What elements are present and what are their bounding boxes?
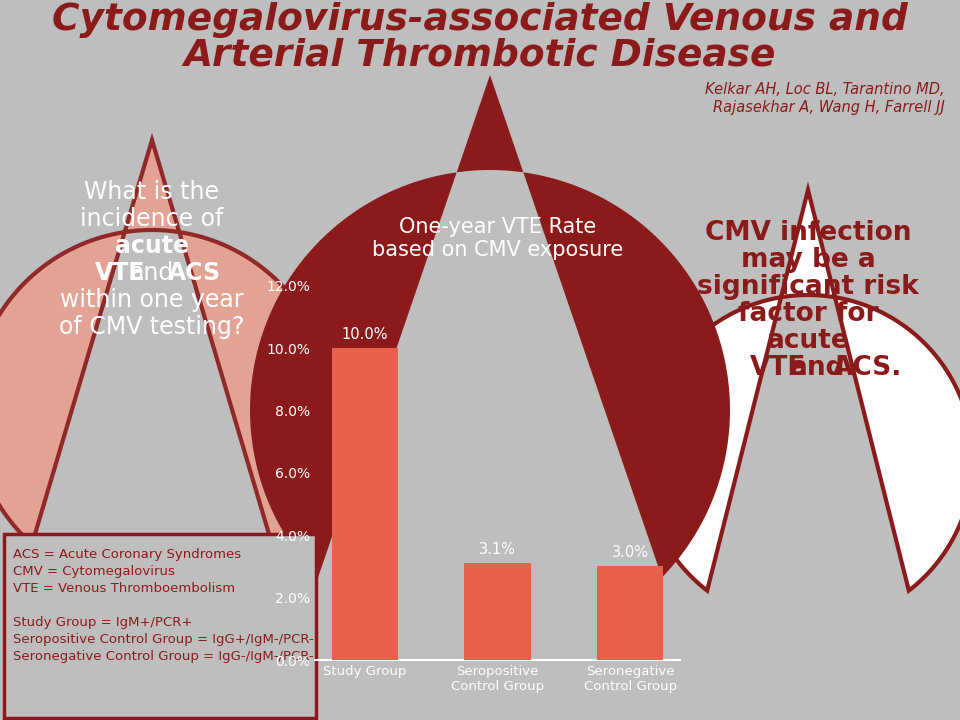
Text: Cytomegalovirus-associated Venous and: Cytomegalovirus-associated Venous and — [52, 2, 908, 38]
FancyBboxPatch shape — [4, 534, 316, 718]
Text: What is the: What is the — [84, 180, 220, 204]
Text: VTE: VTE — [750, 355, 806, 381]
Text: within one year: within one year — [60, 288, 244, 312]
Text: factor for: factor for — [737, 301, 878, 327]
Polygon shape — [0, 140, 332, 544]
Text: of CMV testing?: of CMV testing? — [60, 315, 245, 339]
Polygon shape — [250, 75, 730, 577]
Text: and: and — [130, 261, 175, 285]
Text: ACS = Acute Coronary Syndromes: ACS = Acute Coronary Syndromes — [13, 548, 241, 561]
Text: Seronegative Control Group = IgG-/IgM-/PCR-: Seronegative Control Group = IgG-/IgM-/P… — [13, 650, 314, 663]
Text: acute: acute — [767, 328, 850, 354]
Text: and: and — [790, 355, 846, 381]
Text: Study Group = IgM+/PCR+: Study Group = IgM+/PCR+ — [13, 616, 192, 629]
Text: incidence of: incidence of — [81, 207, 224, 231]
Polygon shape — [643, 190, 960, 590]
Text: Rajasekhar A, Wang H, Farrell JJ: Rajasekhar A, Wang H, Farrell JJ — [713, 100, 945, 115]
Text: Seropositive Control Group = IgG+/IgM-/PCR-: Seropositive Control Group = IgG+/IgM-/P… — [13, 633, 314, 646]
Text: CMV = Cytomegalovirus: CMV = Cytomegalovirus — [13, 565, 175, 578]
Bar — [465, 563, 531, 660]
Text: 3.0%: 3.0% — [612, 545, 649, 560]
Text: may be a: may be a — [740, 247, 876, 273]
Text: VTE: VTE — [95, 261, 146, 285]
Text: Kelkar AH, Loc BL, Tarantino MD,: Kelkar AH, Loc BL, Tarantino MD, — [706, 82, 945, 97]
Text: acute: acute — [115, 234, 189, 258]
Text: CMV infection: CMV infection — [705, 220, 911, 246]
Text: ACS: ACS — [168, 261, 221, 285]
Text: Arterial Thrombotic Disease: Arterial Thrombotic Disease — [183, 37, 777, 73]
Bar — [597, 567, 663, 660]
Text: ACS.: ACS. — [833, 355, 902, 381]
Bar — [331, 348, 398, 660]
Text: 10.0%: 10.0% — [342, 327, 388, 342]
Text: significant risk: significant risk — [697, 274, 919, 300]
Text: VTE = Venous Thromboembolism: VTE = Venous Thromboembolism — [13, 582, 235, 595]
Text: 3.1%: 3.1% — [479, 542, 516, 557]
Title: One-year VTE Rate
based on CMV exposure: One-year VTE Rate based on CMV exposure — [372, 217, 623, 260]
